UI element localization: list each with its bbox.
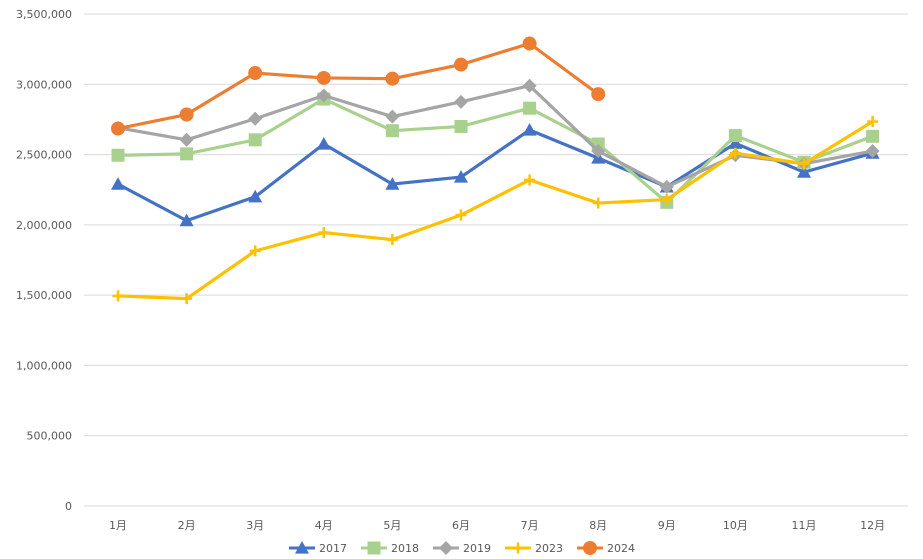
data-point [866, 129, 880, 143]
data-point [522, 78, 537, 93]
data-point [248, 133, 262, 147]
data-point [867, 116, 879, 128]
data-point [316, 137, 331, 150]
y-tick-label: 0 [65, 500, 72, 513]
data-point [385, 124, 399, 138]
x-tick-label: 9月 [658, 519, 676, 532]
x-tick-label: 8月 [589, 519, 607, 532]
data-point [522, 122, 537, 136]
legend-item-2017: 2017 [289, 541, 347, 555]
data-point [454, 119, 468, 133]
x-tick-label: 5月 [383, 519, 401, 532]
data-point [591, 144, 606, 159]
data-point [798, 158, 810, 170]
data-point [111, 148, 125, 162]
y-tick-label: 2,500,000 [16, 149, 72, 162]
data-point [248, 66, 263, 81]
data-point [385, 71, 400, 86]
data-point [180, 147, 194, 161]
y-axis-tick-labels: 0 500,000 1,000,000 1,500,000 2,000,000 2,500… [16, 8, 72, 513]
series-line [116, 41, 600, 131]
x-tick-label: 12月 [860, 519, 885, 532]
series-2017 [111, 122, 880, 227]
data-point [385, 177, 400, 190]
data-point [728, 136, 743, 149]
legend-label: 2024 [607, 542, 635, 555]
data-point [659, 179, 674, 194]
y-tick-label: 1,500,000 [16, 289, 72, 302]
data-point [523, 101, 537, 115]
x-axis-tick-labels: 1月 2月 3月 4月 5月 6月 7月 8月 9月 10月 11月 12月 [109, 519, 885, 532]
series-2019 [111, 78, 880, 194]
data-point [179, 213, 194, 227]
x-tick-label: 2月 [178, 519, 196, 532]
data-point [524, 174, 536, 186]
x-tick-label: 3月 [246, 519, 264, 532]
y-tick-label: 3,500,000 [16, 8, 72, 21]
data-point [454, 94, 468, 109]
series-2024 [111, 36, 606, 136]
data-point [318, 227, 330, 239]
legend-marker [367, 541, 381, 555]
legend-marker [439, 541, 453, 555]
x-tick-label: 4月 [315, 519, 333, 532]
data-point [454, 57, 468, 72]
x-tick-label: 10月 [723, 519, 748, 532]
series-line [116, 97, 875, 204]
legend-label: 2018 [391, 542, 419, 555]
y-tick-label: 3,000,000 [16, 78, 72, 91]
data-point [522, 36, 537, 51]
series-2018 [111, 92, 880, 209]
data-point [112, 290, 124, 302]
data-point [179, 107, 194, 122]
x-tick-label: 11月 [792, 519, 817, 532]
data-point [591, 87, 606, 102]
data-point [729, 147, 741, 159]
legend-label: 2017 [319, 542, 347, 555]
y-tick-label: 500,000 [27, 430, 73, 443]
data-point [797, 165, 811, 178]
data-point [181, 293, 193, 305]
data-point [728, 129, 742, 143]
data-point [385, 109, 400, 124]
data-point [454, 170, 468, 183]
data-point [865, 144, 880, 159]
data-point [248, 111, 263, 126]
data-point [111, 177, 125, 190]
x-tick-label: 1月 [109, 519, 127, 532]
data-point [455, 209, 467, 221]
data-point [386, 234, 398, 246]
legend-label: 2019 [463, 542, 491, 555]
legend-marker [512, 542, 524, 554]
data-point [249, 245, 261, 257]
grid-layer [84, 13, 908, 507]
series-2023 [112, 116, 879, 305]
y-tick-label: 2,000,000 [16, 219, 72, 232]
legend-item-2018: 2018 [361, 541, 419, 555]
data-point [179, 132, 194, 147]
x-tick-label: 7月 [521, 519, 539, 532]
legend-item-2024: 2024 [577, 541, 635, 555]
data-point [111, 121, 125, 136]
data-point [592, 197, 604, 209]
data-point [316, 70, 331, 85]
series-line [116, 84, 875, 189]
data-point [661, 194, 673, 206]
legend-marker [583, 541, 597, 555]
legend-item-2023: 2023 [505, 542, 563, 555]
series-line [116, 119, 875, 301]
data-point [248, 189, 263, 203]
legend-marker [295, 541, 309, 554]
y-tick-label: 1,000,000 [16, 359, 72, 372]
series-layer [111, 36, 880, 305]
data-point [316, 88, 331, 103]
x-tick-label: 6月 [452, 519, 470, 532]
legend: 2017 2018 2019 2023 2024 [289, 541, 635, 555]
legend-label: 2023 [535, 542, 563, 555]
legend-item-2019: 2019 [433, 541, 491, 555]
series-line [116, 128, 875, 223]
